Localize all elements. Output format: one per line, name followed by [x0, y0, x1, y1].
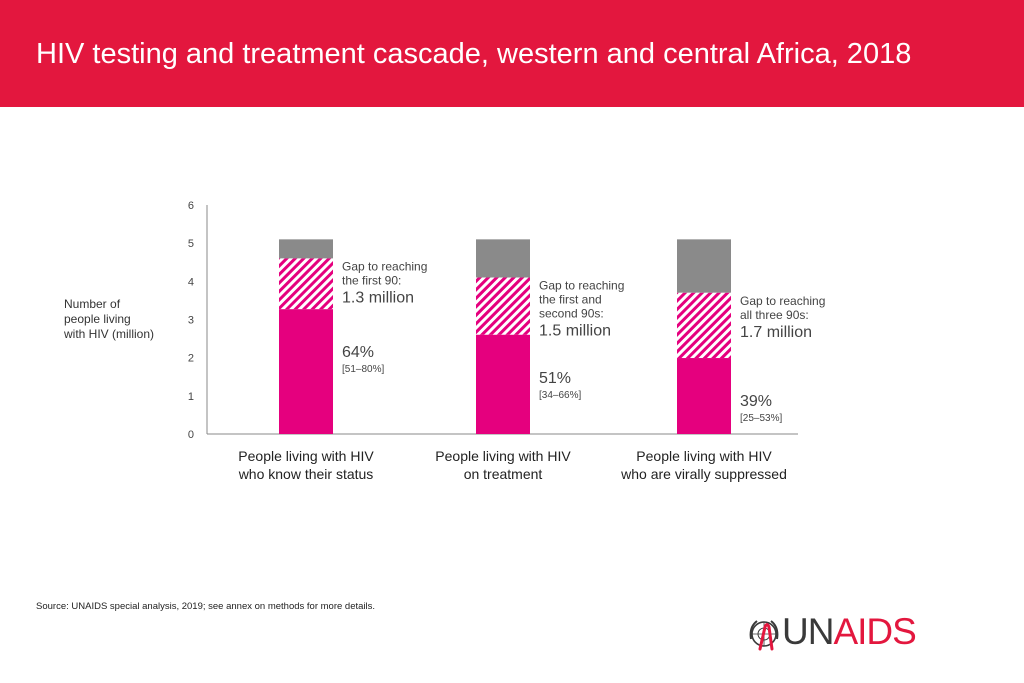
- gap-label-3: Gap to reaching: [740, 294, 825, 308]
- bar-gap-2: [476, 277, 530, 335]
- gap-value-3: 1.7 million: [740, 324, 812, 341]
- unaids-logo: UNAIDS: [748, 611, 948, 653]
- gap-label-1: the first 90:: [342, 273, 401, 287]
- source-note: Source: UNAIDS special analysis, 2019; s…: [36, 601, 375, 612]
- gap-value-1: 1.3 million: [342, 289, 414, 306]
- bar-value-2: [476, 334, 530, 434]
- x-category-label: People living with HIV: [435, 448, 571, 464]
- x-category-label: People living with HIV: [636, 448, 772, 464]
- y-tick-label: 2: [188, 353, 194, 365]
- bar-remainder-2: [476, 239, 530, 278]
- gap-label-2: Gap to reaching: [539, 279, 624, 293]
- bar-remainder-1: [279, 239, 333, 259]
- gap-value-2: 1.5 million: [539, 323, 611, 340]
- logo-wordmark: UNAIDS: [782, 611, 917, 653]
- un-emblem-icon: [749, 620, 779, 651]
- bar-gap-1: [279, 258, 333, 310]
- x-category-label: on treatment: [464, 466, 543, 482]
- y-tick-label: 4: [188, 276, 194, 288]
- x-category-label: who know their status: [238, 466, 374, 482]
- range-label-2: [34–66%]: [539, 390, 581, 401]
- bar-remainder-3: [677, 239, 731, 293]
- percent-label-3: 39%: [740, 393, 772, 410]
- percent-label-2: 51%: [539, 370, 571, 387]
- x-category-label: who are virally suppressed: [620, 466, 787, 482]
- gap-label-1: Gap to reaching: [342, 259, 427, 273]
- slide-title: HIV testing and treatment cascade, weste…: [36, 38, 912, 70]
- bar-value-3: [677, 358, 731, 434]
- gap-label-3: all three 90s:: [740, 308, 809, 322]
- logo-un-text: UN: [782, 611, 834, 652]
- x-category-label: People living with HIV: [238, 448, 374, 464]
- source-label: Source:: [36, 601, 69, 612]
- range-label-1: [51–80%]: [342, 364, 384, 375]
- gap-label-2: second 90s:: [539, 307, 604, 321]
- bar-gap-3: [677, 292, 731, 359]
- logo-aids-text: AIDS: [833, 611, 916, 652]
- gap-label-2: the first and: [539, 293, 602, 307]
- y-tick-label: 6: [188, 200, 194, 212]
- source-text: UNAIDS special analysis, 2019; see annex…: [68, 601, 376, 612]
- range-label-3: [25–53%]: [740, 413, 782, 424]
- header-banner: HIV testing and treatment cascade, weste…: [0, 0, 1024, 107]
- y-tick-label: 5: [188, 238, 194, 250]
- bar-value-1: [279, 309, 333, 434]
- y-axis-label: Number of people living with HIV (millio…: [64, 297, 155, 341]
- percent-label-1: 64%: [342, 344, 374, 361]
- y-tick-label: 3: [188, 315, 194, 327]
- y-tick-label: 0: [188, 429, 194, 441]
- y-tick-label: 1: [188, 391, 194, 403]
